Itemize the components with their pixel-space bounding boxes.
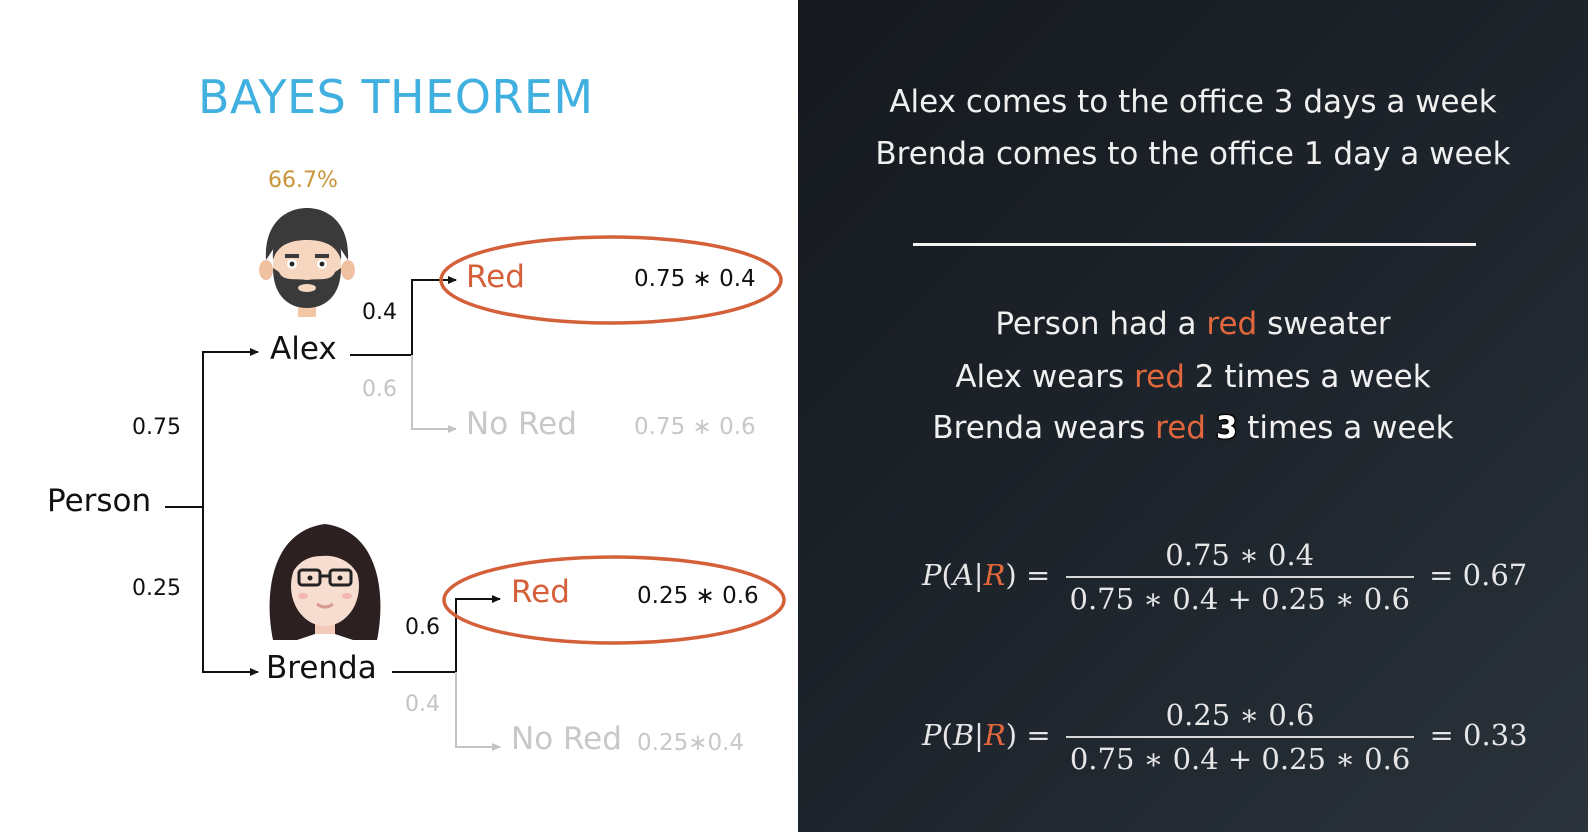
brenda-nored-arrow	[455, 672, 501, 751]
alex-label: Alex	[270, 331, 337, 367]
brenda-avatar	[269, 524, 381, 640]
alex-branch-arrow	[202, 348, 259, 507]
fraction-b: 0.25 ∗ 0.6 0.75 ∗ 0.4 + 0.25 ∗ 0.6	[1065, 698, 1415, 776]
person-root-label: Person	[47, 483, 152, 519]
explanation-panel: Alex comes to the office 3 days a week B…	[798, 0, 1588, 832]
alex-nored-outcome: No Red	[466, 406, 577, 442]
numerator-a: 0.75 ∗ 0.4	[1165, 538, 1315, 572]
red-highlight: red	[1134, 359, 1185, 395]
count-three: 3	[1215, 410, 1238, 446]
divider-line	[913, 243, 1476, 246]
alex-posterior-label: 66.7%	[268, 168, 338, 193]
brenda-nored-calc: 0.25∗0.4	[637, 730, 745, 756]
fact-red-sweater: Person had a red sweater	[995, 306, 1391, 342]
fraction-a: 0.75 ∗ 0.4 0.75 ∗ 0.4 + 0.25 ∗ 0.6	[1065, 538, 1414, 616]
red-highlight: red	[1206, 306, 1258, 342]
alex-red-highlight-ellipse	[439, 235, 783, 325]
alex-nored-arrow	[411, 355, 457, 433]
brenda-red-calc: 0.25 ∗ 0.6	[637, 583, 759, 609]
brenda-red-highlight-ellipse	[442, 555, 786, 645]
red-highlight: red	[1155, 410, 1206, 446]
given-r: R	[983, 718, 1006, 752]
given-r: R	[983, 558, 1006, 592]
brenda-red-arrow	[392, 595, 501, 673]
fact-brenda-wears: Brenda wears red 3 times a week	[932, 410, 1454, 446]
result-b: = 0.33	[1429, 718, 1528, 752]
tree-diagram	[165, 208, 786, 751]
brenda-nored-prob: 0.4	[405, 692, 440, 717]
alex-red-outcome: Red	[466, 259, 525, 295]
tree-panel: BAYES THEOREM 66.7%	[47, 70, 786, 757]
brenda-red-outcome: Red	[511, 574, 570, 610]
equation-p-brenda-given-red: P(B|R) = 0.25 ∗ 0.6 0.75 ∗ 0.4 + 0.25 ∗ 0…	[922, 698, 1528, 776]
alex-red-calc: 0.75 ∗ 0.4	[634, 266, 756, 292]
brenda-red-prob: 0.6	[405, 615, 440, 640]
alex-red-arrow	[350, 276, 457, 356]
fact-alex-wears: Alex wears red 2 times a week	[955, 359, 1431, 395]
alex-avatar	[259, 208, 355, 317]
alex-prior-prob: 0.75	[132, 415, 181, 440]
equation-p-alex-given-red: P(A|R) = 0.75 ∗ 0.4 0.75 ∗ 0.4 + 0.25 ∗ 0…	[922, 538, 1528, 616]
brenda-branch-arrow	[202, 507, 259, 676]
alex-nored-prob: 0.6	[362, 377, 397, 402]
numerator-b: 0.25 ∗ 0.6	[1165, 698, 1315, 732]
alex-red-prob: 0.4	[362, 300, 397, 325]
fact-alex-office: Alex comes to the office 3 days a week	[889, 84, 1497, 120]
brenda-label: Brenda	[266, 650, 377, 686]
fact-brenda-office: Brenda comes to the office 1 day a week	[875, 136, 1511, 172]
alex-nored-calc: 0.75 ∗ 0.6	[634, 414, 756, 440]
page-title: BAYES THEOREM	[198, 70, 594, 124]
brenda-nored-outcome: No Red	[511, 721, 622, 757]
result-a: = 0.67	[1429, 558, 1528, 592]
denominator-a: 0.75 ∗ 0.4 + 0.25 ∗ 0.6	[1065, 576, 1414, 616]
denominator-b: 0.75 ∗ 0.4 + 0.25 ∗ 0.6	[1065, 736, 1415, 776]
brenda-prior-prob: 0.25	[132, 576, 181, 601]
